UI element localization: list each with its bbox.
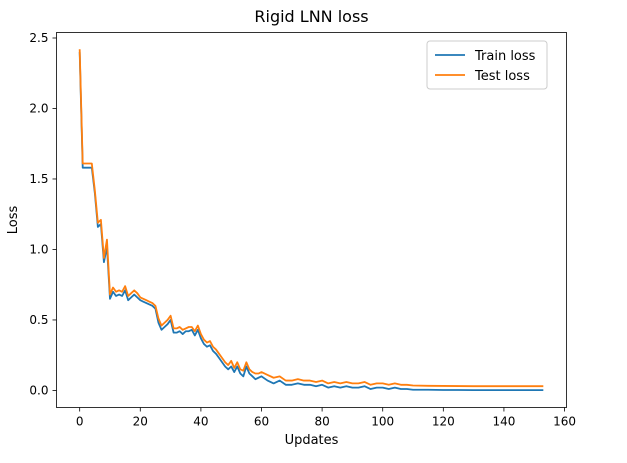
x-tick-label: 20	[133, 415, 148, 429]
series-test-loss	[78, 49, 544, 388]
x-tick-label: 140	[492, 415, 515, 429]
series-line-test-loss	[78, 49, 544, 388]
series-train-loss	[78, 52, 544, 392]
y-tick-label: 1.5	[29, 172, 48, 186]
plot-frame	[56, 32, 567, 408]
y-axis-label: Loss	[6, 206, 21, 235]
legend: Train loss Test loss	[426, 40, 548, 90]
y-tick-label: 1.0	[29, 242, 48, 256]
series-line-train-loss	[78, 52, 544, 392]
x-tick-label: 120	[432, 415, 455, 429]
x-tick-label: 0	[76, 415, 84, 429]
y-tick-label: 0.5	[29, 313, 48, 327]
y-tick-label: 2.5	[29, 31, 48, 45]
x-tick-label: 40	[193, 415, 208, 429]
y-tick-label: 0.0	[29, 383, 48, 397]
x-tick-label: 80	[314, 415, 329, 429]
x-tick-label: 60	[254, 415, 269, 429]
x-tick-label: 160	[553, 415, 576, 429]
chart-title: Rigid LNN loss	[254, 7, 368, 26]
legend-label-test: Test loss	[474, 69, 530, 84]
x-tick-label: 100	[371, 415, 394, 429]
legend-label-train: Train loss	[474, 49, 536, 64]
legend-box	[426, 40, 548, 90]
y-tick-label: 2.0	[29, 101, 48, 115]
x-axis-label: Updates	[285, 433, 339, 448]
